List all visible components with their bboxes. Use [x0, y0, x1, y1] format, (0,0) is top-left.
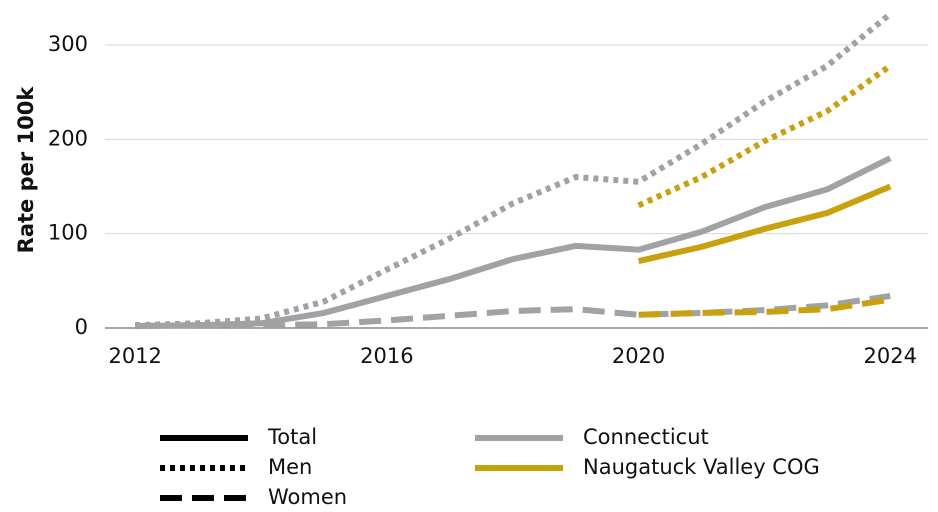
line [637, 183, 892, 264]
x-tick-label: 2012 [108, 344, 161, 368]
y-tick-label: 100 [48, 221, 88, 245]
x-tick-label: 2024 [864, 344, 917, 368]
x-tick-label: 2016 [360, 344, 413, 368]
line [135, 155, 892, 330]
y-tick-label: 0 [75, 315, 88, 339]
y-axis-label: Rate per 100k [14, 86, 38, 254]
line [638, 296, 891, 318]
y-tick-label: 200 [48, 126, 88, 150]
legend-label: Connecticut [583, 425, 709, 449]
x-tick-label: 2020 [612, 344, 665, 368]
legend-label: Total [267, 425, 317, 449]
legend-label: Naugatuck Valley COG [583, 455, 820, 479]
legend-label: Women [268, 485, 347, 509]
y-tick-label: 300 [48, 32, 88, 56]
line [135, 11, 893, 329]
line [637, 63, 893, 209]
legend-label: Men [268, 455, 312, 479]
